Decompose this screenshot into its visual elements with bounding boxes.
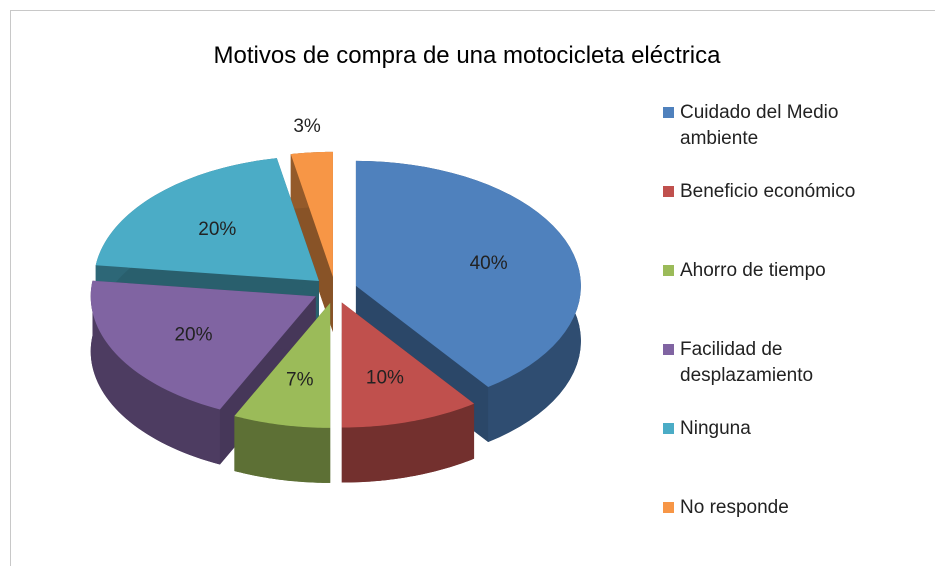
slice-outer-wall [341, 403, 475, 483]
chart-border [10, 10, 935, 566]
legend-item: Cuidado del Medio ambiente [663, 100, 930, 152]
slice [95, 158, 319, 281]
legend-item: Ninguna [663, 416, 930, 442]
slice [355, 160, 581, 388]
slice [341, 302, 475, 428]
legend-item: No responde [663, 495, 930, 521]
data-label: 10% [366, 367, 404, 388]
legend-label: Ahorro de tiempo [680, 260, 826, 281]
pie-slice-group [234, 302, 331, 483]
legend-swatch [663, 502, 674, 513]
legend-item: Facilidad de desplazamiento [663, 337, 930, 389]
legend-label: Cuidado del Medio ambiente [680, 102, 839, 149]
legend-label: Ninguna [680, 418, 751, 439]
legend-label: No responde [680, 497, 789, 518]
data-label: 20% [198, 219, 236, 240]
legend-label: Facilidad de desplazamiento [680, 339, 814, 386]
legend-swatch [663, 186, 674, 197]
legend-label: Beneficio económico [680, 181, 856, 202]
data-label: 3% [293, 116, 321, 137]
slice-outer-wall [90, 280, 220, 465]
legend-swatch [663, 344, 674, 355]
data-label: 40% [470, 253, 508, 274]
chart-title: Motivos de compra de una motocicleta elé… [214, 42, 722, 69]
slice [234, 302, 331, 428]
slice-outer-wall [234, 415, 331, 483]
slice [290, 151, 333, 277]
legend-swatch [663, 423, 674, 434]
legend-swatch [663, 107, 674, 118]
pie-slice-group [341, 302, 475, 483]
slice [90, 280, 316, 410]
data-label: 7% [286, 370, 314, 391]
legend-item: Ahorro de tiempo [663, 258, 930, 284]
legend-swatch [663, 265, 674, 276]
data-label: 20% [174, 325, 212, 346]
legend-item: Beneficio económico [663, 179, 930, 205]
